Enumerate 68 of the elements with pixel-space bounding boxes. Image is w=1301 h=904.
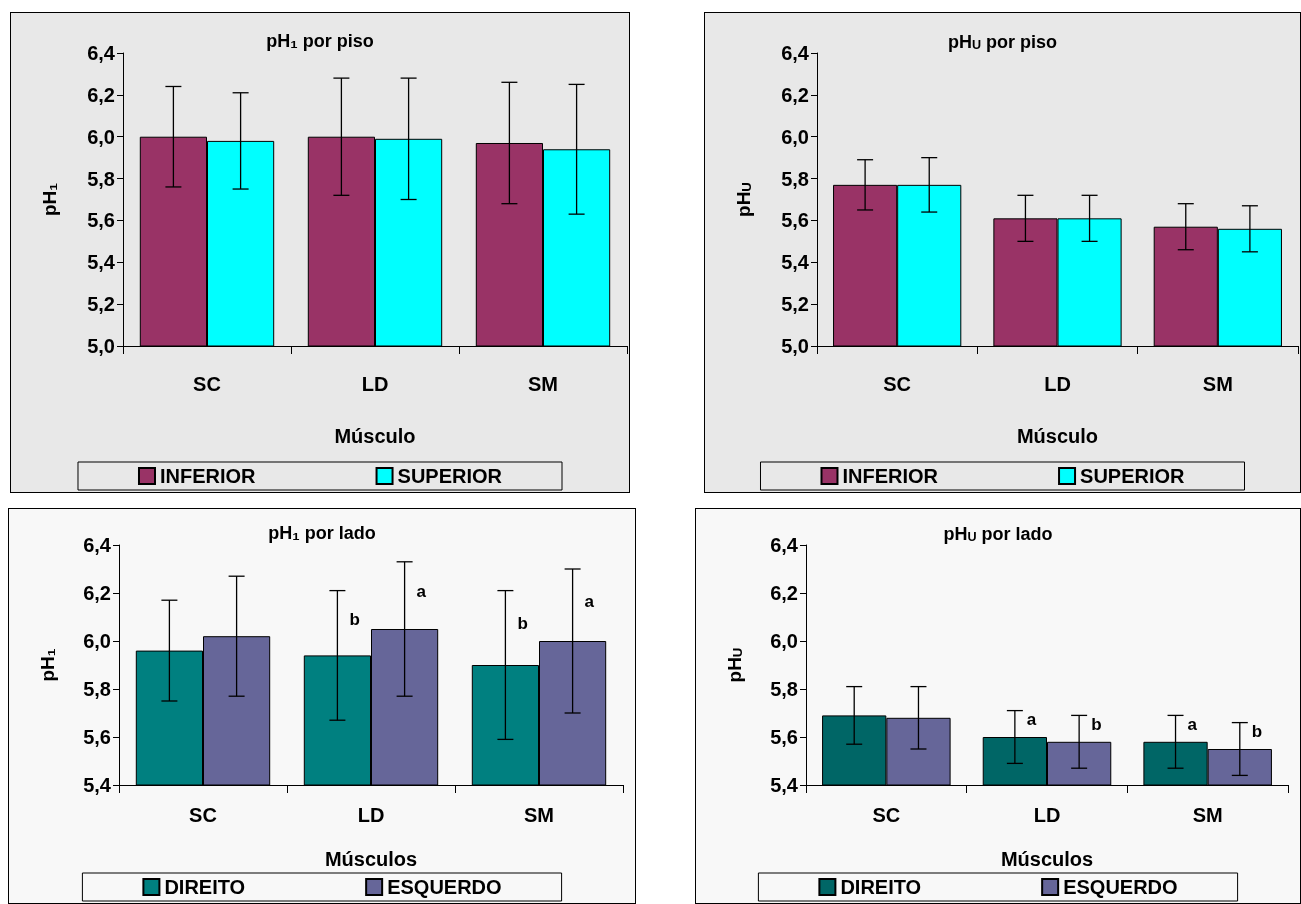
chart-title: pHU por piso: [947, 31, 1058, 52]
y-tick-label: 5,6: [87, 209, 115, 232]
y-tick-label: 5,8: [83, 678, 111, 700]
data-label: b: [349, 609, 360, 629]
y-tick-label: 5,4: [83, 774, 112, 796]
y-tick-label: 5,0: [781, 335, 809, 357]
y-tick-label: 6,4: [87, 42, 116, 64]
data-label: a: [1187, 715, 1198, 735]
y-tick-label: 5,6: [781, 209, 809, 232]
y-tick-label: 6,4: [83, 534, 112, 556]
legend-label: SUPERIOR: [397, 465, 503, 487]
y-tick-label: 6,0: [770, 630, 798, 652]
x-tick-label: SM: [1192, 804, 1223, 826]
chart-title: pH₁ por lado: [268, 523, 376, 543]
x-tick-label: LD: [1044, 373, 1071, 395]
y-tick-label: 5,6: [770, 726, 798, 748]
data-label: a: [584, 591, 595, 611]
y-tick-label: 5,4: [781, 251, 810, 274]
y-tick-label: 5,6: [83, 726, 111, 748]
legend-label: DIREITO: [840, 876, 922, 898]
x-tick-label: SM: [1202, 373, 1233, 395]
data-label: a: [416, 581, 427, 601]
y-tick-label: 6,4: [781, 42, 810, 64]
y-tick-label: 5,8: [87, 167, 115, 190]
y-tick-label: 5,2: [781, 293, 809, 316]
y-tick-label: 5,0: [87, 335, 115, 357]
chart-title: pHU por lado: [943, 523, 1053, 544]
y-axis-title: pHU: [723, 647, 745, 683]
y-axis-title: pHU: [732, 182, 754, 217]
y-tick-label: 5,2: [87, 293, 115, 316]
y-tick-label: 6,2: [770, 582, 798, 604]
y-tick-label: 5,4: [87, 251, 116, 274]
legend-label: SUPERIOR: [1080, 465, 1186, 487]
y-tick-label: 6,0: [87, 125, 115, 148]
y-axis-title: pH₁: [39, 182, 60, 217]
y-tick-label: 5,8: [781, 167, 809, 190]
x-axis-title: Músculo: [334, 425, 416, 447]
x-axis-title: Músculo: [1016, 425, 1099, 447]
x-axis-title: Músculos: [1000, 848, 1094, 870]
x-tick-label: SC: [189, 804, 217, 826]
y-tick-label: 6,2: [87, 83, 115, 106]
data-label: a: [1026, 710, 1037, 730]
legend-label: INFERIOR: [842, 465, 939, 487]
y-tick-label: 6,0: [83, 630, 111, 652]
y-tick-label: 6,0: [781, 125, 809, 148]
x-tick-label: SC: [193, 373, 221, 395]
data-label: b: [1091, 715, 1102, 735]
y-tick-label: 6,2: [83, 582, 111, 604]
y-tick-label: 6,2: [781, 83, 809, 106]
chart-title: pH₁ por piso: [266, 31, 374, 51]
x-tick-label: SM: [524, 804, 554, 826]
legend-label: ESQUERDO: [1063, 876, 1178, 898]
x-tick-label: LD: [1033, 804, 1061, 826]
data-label: b: [1251, 722, 1263, 742]
data-label: b: [517, 614, 528, 634]
x-tick-label: LD: [361, 373, 389, 395]
legend-label: ESQUERDO: [387, 876, 502, 898]
y-tick-label: 6,4: [770, 534, 799, 556]
y-axis-title: pH₁: [37, 648, 58, 682]
x-tick-label: SM: [528, 373, 558, 395]
legend-label: INFERIOR: [159, 465, 257, 487]
x-tick-label: SC: [883, 373, 912, 395]
x-tick-label: SC: [872, 804, 901, 826]
legend-label: DIREITO: [164, 876, 246, 898]
x-axis-title: Músculos: [324, 848, 418, 870]
x-tick-label: LD: [357, 804, 385, 826]
y-tick-label: 5,8: [770, 678, 798, 700]
y-tick-label: 5,4: [770, 774, 799, 796]
